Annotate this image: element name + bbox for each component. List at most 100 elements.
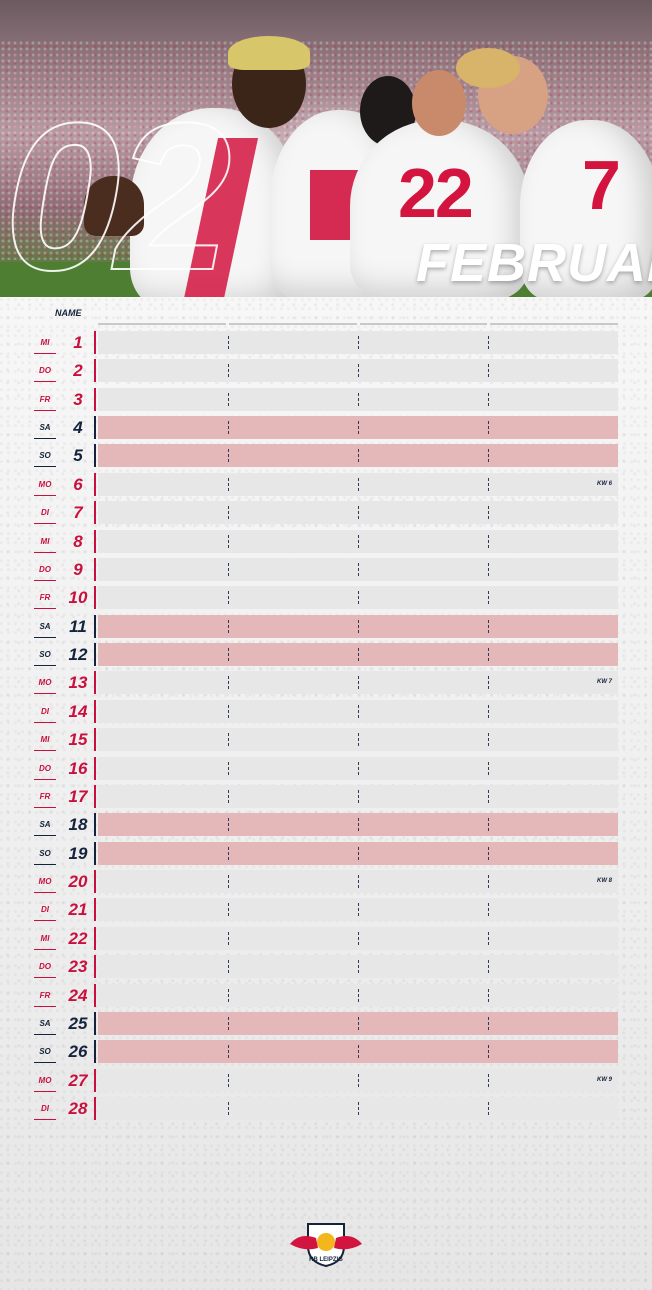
column-separator	[358, 563, 359, 576]
column-separator	[488, 1017, 489, 1030]
calendar-row: MO 20 KW 8	[0, 870, 652, 893]
column-separator	[488, 1045, 489, 1058]
column-separator	[228, 1074, 229, 1087]
day-number: 10	[62, 586, 96, 609]
jersey-number-22: 22	[398, 154, 474, 232]
calendar-row: FR 3	[0, 388, 652, 411]
week-number-label: KW 7	[597, 679, 612, 685]
column-separator	[228, 705, 229, 718]
column-separator	[228, 1045, 229, 1058]
day-number: 14	[62, 700, 96, 723]
month-number: 02	[3, 79, 233, 298]
day-number: 16	[62, 757, 96, 780]
day-number: 28	[62, 1097, 96, 1120]
column-underline-3	[360, 323, 487, 325]
column-separator	[488, 818, 489, 831]
column-separator	[358, 818, 359, 831]
day-number: 22	[62, 927, 96, 950]
day-number: 5	[62, 444, 96, 467]
column-separator	[488, 478, 489, 491]
calendar-row: MO 13 KW 7	[0, 671, 652, 694]
column-separator	[228, 989, 229, 1002]
column-separator	[488, 1074, 489, 1087]
column-separator	[228, 449, 229, 462]
column-underline-4	[490, 323, 618, 325]
column-separator	[488, 648, 489, 661]
column-separator	[228, 932, 229, 945]
day-number: 11	[62, 615, 96, 638]
player-head-22	[412, 70, 466, 136]
column-separator	[488, 903, 489, 916]
day-number: 13	[62, 671, 96, 694]
day-number: 6	[62, 473, 96, 496]
weekday-label: FR	[34, 388, 56, 411]
weekday-label: SO	[34, 842, 56, 865]
day-number: 2	[62, 359, 96, 382]
column-separator	[488, 336, 489, 349]
weekday-label: MI	[34, 728, 56, 751]
day-number: 12	[62, 643, 96, 666]
column-separator	[358, 421, 359, 434]
column-separator	[488, 875, 489, 888]
week-number-label: KW 6	[597, 481, 612, 487]
calendar-row: MO 27 KW 9	[0, 1069, 652, 1092]
column-separator	[358, 1045, 359, 1058]
day-number: 17	[62, 785, 96, 808]
column-separator	[358, 903, 359, 916]
column-separator	[228, 620, 229, 633]
column-separator	[358, 535, 359, 548]
day-number: 7	[62, 501, 96, 524]
day-number: 27	[62, 1069, 96, 1092]
column-separator	[488, 989, 489, 1002]
calendar-row: DI 7	[0, 501, 652, 524]
column-separator	[358, 506, 359, 519]
weekday-label: DI	[34, 898, 56, 921]
month-name: FEBRUAR	[416, 233, 652, 293]
rb-leipzig-logo: RB LEIPZIG	[290, 1223, 362, 1268]
column-separator	[488, 620, 489, 633]
column-separator	[488, 563, 489, 576]
column-separator	[228, 960, 229, 973]
column-separator	[228, 421, 229, 434]
weekday-label: SO	[34, 643, 56, 666]
column-separator	[358, 676, 359, 689]
weekday-label: DI	[34, 501, 56, 524]
logo-bull-left	[290, 1236, 318, 1250]
column-separator	[488, 705, 489, 718]
column-separator	[228, 1017, 229, 1030]
calendar-row: SA 18	[0, 813, 652, 836]
column-separator	[358, 1074, 359, 1087]
column-separator	[228, 875, 229, 888]
day-number: 24	[62, 984, 96, 1007]
weekday-label: DI	[34, 1097, 56, 1120]
column-separator	[358, 620, 359, 633]
column-underline-1	[98, 323, 226, 325]
weekday-label: FR	[34, 586, 56, 609]
column-separator	[488, 932, 489, 945]
weekday-label: SO	[34, 1040, 56, 1063]
column-separator	[228, 847, 229, 860]
calendar-row: MI 15	[0, 728, 652, 751]
column-separator	[358, 705, 359, 718]
column-separator	[358, 790, 359, 803]
day-number: 15	[62, 728, 96, 751]
calendar-row: SO 5	[0, 444, 652, 467]
day-number: 18	[62, 813, 96, 836]
column-separator	[228, 903, 229, 916]
column-separator	[488, 591, 489, 604]
column-separator	[488, 733, 489, 746]
jersey-number-7: 7	[582, 146, 621, 224]
calendar-row: SO 12	[0, 643, 652, 666]
weekday-label: FR	[34, 785, 56, 808]
logo-ball	[317, 1233, 335, 1251]
column-separator	[358, 1102, 359, 1115]
weekday-label: DO	[34, 359, 56, 382]
calendar-row: SA 11	[0, 615, 652, 638]
day-number: 3	[62, 388, 96, 411]
column-separator	[488, 790, 489, 803]
column-separator	[228, 364, 229, 377]
column-separator	[488, 1102, 489, 1115]
column-separator	[488, 960, 489, 973]
weekday-label: MO	[34, 870, 56, 893]
calendar-row: DO 2	[0, 359, 652, 382]
